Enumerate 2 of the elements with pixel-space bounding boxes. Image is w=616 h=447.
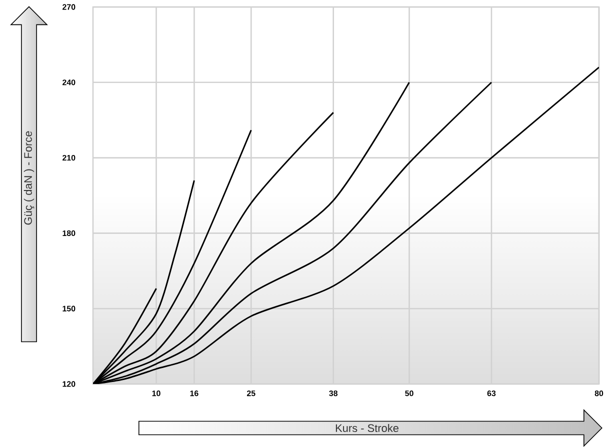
y-axis-title: Güç ( daN ) - Force (24, 131, 34, 225)
x-axis-title: Kurs - Stroke (336, 424, 398, 432)
